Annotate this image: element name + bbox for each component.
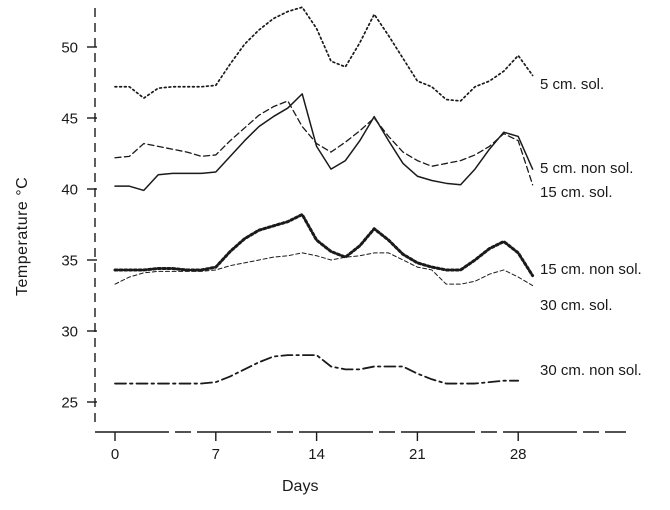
x-tick-label: 21 [409,446,426,463]
series-line-2 [114,93,534,192]
y-tick-label: 50 [61,40,78,57]
y-tick-label: 30 [61,324,78,341]
x-tick-label: 0 [111,446,119,463]
series-label-30cm-non-sol: 30 cm. non sol. [540,362,642,379]
series-line-5 [114,354,520,385]
x-tick-label: 14 [308,446,325,463]
y-axis-title: Temperature °C [14,176,31,296]
y-tick-label: 25 [61,395,78,412]
x-axis-title: Days [282,478,319,495]
series-line-1 [114,100,534,186]
series-label-15cm-non-sol: 15 cm. non sol. [540,261,642,278]
series-label-15cm-sol: 15 cm. sol. [540,184,613,201]
series-line-4 [114,252,534,287]
series-label-30cm-sol: 30 cm. sol. [540,297,613,314]
y-tick-label: 35 [61,253,78,270]
series-line-3 [113,213,535,278]
series-label-5cm-sol: 5 cm. sol. [540,76,605,93]
y-tick-label: 45 [61,111,78,128]
x-tick-label: 7 [212,446,220,463]
series-line-0 [114,6,534,102]
x-tick-label: 28 [510,446,527,463]
y-tick-label: 40 [61,182,78,199]
series-label-5cm-non-sol: 5 cm. non sol. [540,160,634,177]
